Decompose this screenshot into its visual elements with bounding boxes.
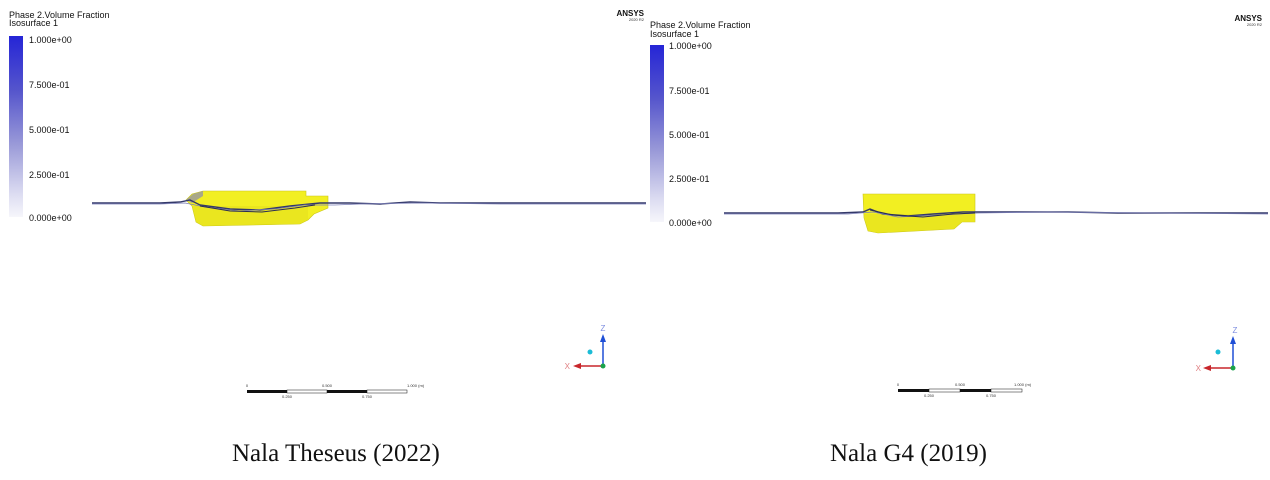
legend-subtitle: Isosurface 1: [650, 29, 700, 39]
scale-label: 0.750: [986, 393, 997, 398]
legend-tick-label: 1.000e+00: [29, 35, 72, 45]
right-render-panel: Phase 2.Volume Fraction Isosurface 1 1.0…: [648, 0, 1270, 467]
scale-label: 0.750: [362, 394, 373, 399]
scale-label: 1.000 (m): [407, 383, 425, 388]
legend-tick-label: 1.000e+00: [669, 41, 712, 51]
caption: Nala G4 (2019): [830, 440, 987, 467]
legend-tick-label: 5.000e-01: [669, 130, 710, 140]
legend-tick-label: 7.500e-01: [669, 86, 710, 96]
axis-triad: Z X: [1196, 326, 1238, 373]
scale-label: 1.000 (m): [1014, 382, 1032, 387]
color-legend-bar: [650, 45, 664, 222]
caption: Nala Theseus (2022): [232, 440, 440, 467]
axis-triad: Z X: [565, 324, 606, 371]
legend-title: Phase 2.Volume Fraction: [650, 20, 751, 30]
ansys-logo: ANSYS: [616, 9, 644, 18]
legend-tick-label: 2.500e-01: [29, 170, 70, 180]
scale-bar: 0 0.500 1.000 (m) 0.250 0.750: [246, 383, 425, 399]
scale-bar: 0 0.500 1.000 (m) 0.250 0.750: [897, 382, 1032, 398]
vessel-hull: [862, 193, 976, 234]
water-free-surface: [92, 199, 646, 213]
render-viewport: 0 0.500 1.000 (m) 0.250 0.750 Z X: [92, 190, 646, 399]
legend-tick-label: 2.500e-01: [669, 174, 710, 184]
scale-label: 0.500: [322, 383, 333, 388]
scale-label: 0: [897, 382, 900, 387]
color-legend-bar: [9, 36, 23, 217]
axis-z-label: Z: [1233, 326, 1238, 335]
left-render-panel: Phase 2.Volume Fraction Isosurface 1 1.0…: [0, 0, 648, 467]
axis-x-label: X: [565, 362, 571, 371]
legend-tick-label: 0.000e+00: [669, 218, 712, 228]
ansys-logo: ANSYS: [1234, 14, 1262, 23]
legend-subtitle: Isosurface 1: [9, 18, 59, 28]
axis-x-label: X: [1196, 364, 1202, 373]
ansys-version: 2020 R2: [1246, 22, 1262, 27]
scale-label: 0: [246, 383, 249, 388]
water-free-surface: [724, 208, 1269, 218]
axis-z-label: Z: [601, 324, 606, 333]
vessel-hull: [185, 190, 329, 227]
scale-label: 0.250: [924, 393, 935, 398]
legend-tick-label: 7.500e-01: [29, 80, 70, 90]
legend-title: Phase 2.Volume Fraction: [9, 10, 110, 20]
ansys-version: 2020 R2: [628, 17, 644, 22]
legend-tick-label: 0.000e+00: [29, 213, 72, 223]
scale-label: 0.500: [955, 382, 966, 387]
render-viewport: 0 0.500 1.000 (m) 0.250 0.750 Z X: [724, 193, 1269, 398]
legend-tick-label: 5.000e-01: [29, 125, 70, 135]
scale-label: 0.250: [282, 394, 293, 399]
